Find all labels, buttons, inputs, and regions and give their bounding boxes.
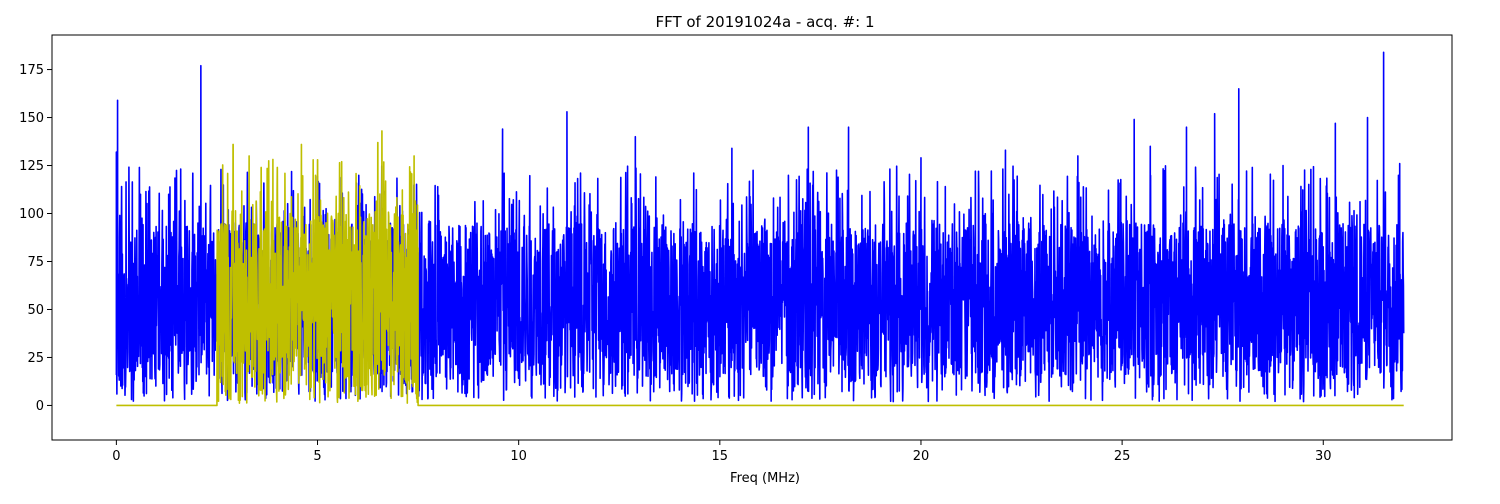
plot-frame <box>51 34 1453 441</box>
y-tick-label: 25 <box>27 351 44 366</box>
chart-title: FFT of 20191024a - acq. #: 1 <box>655 13 874 31</box>
y-tick-label: 125 <box>19 159 44 174</box>
y-tick-label: 175 <box>19 63 44 78</box>
y-tick-label: 150 <box>19 111 44 126</box>
x-tick-label: 15 <box>712 449 729 464</box>
x-tick-label: 5 <box>313 449 321 464</box>
x-tick-label: 30 <box>1315 449 1332 464</box>
x-tick-label: 0 <box>112 449 120 464</box>
x-tick-label: 10 <box>510 449 527 464</box>
x-axis: 0 5 10 15 20 25 30 <box>112 440 1332 464</box>
y-tick-label: 75 <box>27 255 44 270</box>
x-tick-label: 20 <box>913 449 930 464</box>
x-tick-label: 25 <box>1114 449 1131 464</box>
series-layer <box>115 51 1405 407</box>
y-axis: 0 25 50 75 100 125 150 175 <box>19 63 52 414</box>
x-axis-label: Freq (MHz) <box>730 471 800 486</box>
y-tick-label: 50 <box>27 303 44 318</box>
y-tick-label: 100 <box>19 207 44 222</box>
y-tick-label: 0 <box>36 399 44 414</box>
series-line-2 <box>116 130 1404 407</box>
